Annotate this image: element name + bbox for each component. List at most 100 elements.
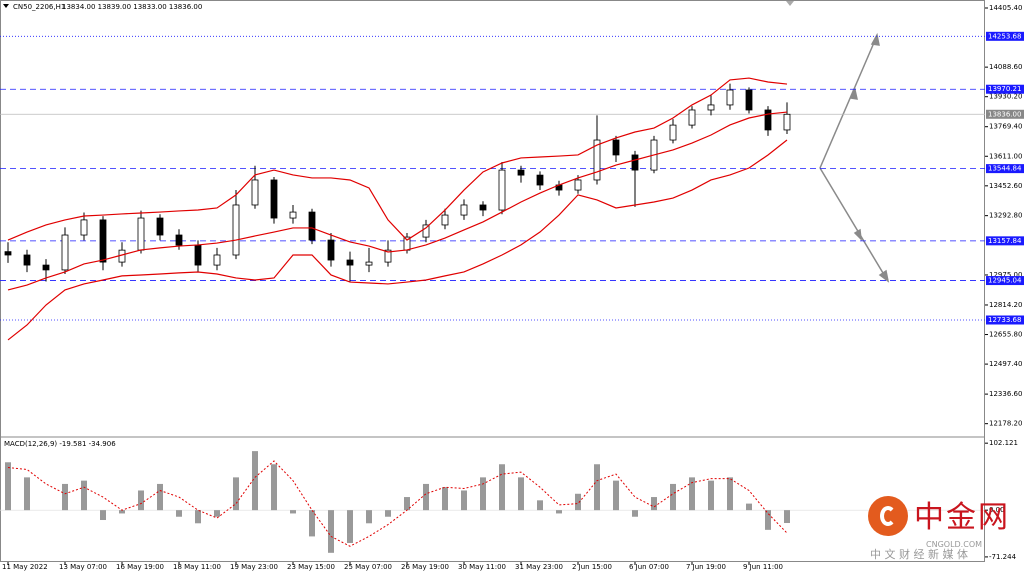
candle-body [479, 204, 487, 211]
macd-signal [7, 460, 788, 547]
macd-bar [176, 510, 182, 517]
y-tick-label: 13292.80 [989, 212, 1022, 220]
macd-bar [404, 497, 410, 511]
macd-tick-label: 0.00 [989, 506, 1005, 514]
macd-bar [689, 477, 695, 511]
bollinger-lower [7, 139, 788, 341]
macd-bar [271, 464, 277, 511]
tagline: 中 文 财 经 新 媒 体 [870, 548, 968, 561]
candle-body [232, 204, 240, 256]
logo-text: 中金网 [914, 500, 1010, 535]
x-tick-label: 23 May 15:00 [287, 563, 335, 571]
macd-bar [518, 477, 524, 511]
candle-body [726, 89, 734, 106]
macd-bar [157, 483, 163, 511]
macd-bar [100, 510, 106, 521]
macd-bar [81, 480, 87, 511]
candle-body [574, 179, 582, 191]
x-tick-label: 30 May 11:00 [458, 563, 506, 571]
projection-arrows [819, 32, 890, 283]
macd-bar [746, 503, 752, 511]
x-tick-label: 6 Jun 07:00 [629, 563, 669, 571]
macd-bar [632, 510, 638, 517]
candle-body [669, 124, 677, 141]
y-tick-label: 12336.60 [989, 390, 1022, 398]
ohlc: 13834.00 13839.00 13833.00 13836.00 [62, 3, 202, 11]
macd-bar [138, 490, 144, 511]
candle-body [346, 259, 354, 266]
macd-bar [366, 510, 372, 524]
macd-bar [594, 464, 600, 511]
candle-body [4, 251, 12, 256]
level-label-box [986, 276, 1024, 286]
y-tick-label: 14088.60 [989, 63, 1022, 71]
macd-bar [461, 490, 467, 511]
candle-body [61, 234, 69, 271]
y-tick-label: 13611.00 [989, 152, 1022, 160]
candle-body [270, 179, 278, 219]
level-label: 12733.68 [988, 316, 1021, 324]
candle-body [631, 154, 639, 171]
candle-body [80, 219, 88, 236]
macd-bar [309, 510, 315, 537]
macd-bar [670, 483, 676, 511]
symbol: CN50_2206,H1 [13, 3, 65, 11]
candle-body [536, 174, 544, 186]
candle-body [422, 224, 430, 238]
x-tick-label: 25 May 07:00 [344, 563, 392, 571]
y-tick-label: 12178.20 [989, 420, 1022, 428]
current-price-label: 13836.00 [988, 110, 1021, 118]
level-label: 13544.84 [988, 165, 1022, 173]
macd-bar [651, 497, 657, 511]
level-label-box [986, 31, 1024, 41]
x-tick-label: 16 May 19:00 [116, 563, 164, 571]
level-label-box [986, 164, 1024, 174]
y-tick-label: 12497.40 [989, 360, 1022, 368]
menu-triangle [3, 4, 9, 8]
frame [0, 0, 985, 562]
y-tick-label: 13769.40 [989, 123, 1022, 131]
candle-body [365, 261, 373, 266]
level-label: 14253.68 [988, 32, 1021, 40]
macd-bar [575, 493, 581, 511]
x-tick-label: 7 Jun 19:00 [686, 563, 726, 571]
candle-body [156, 217, 164, 236]
candle-body [745, 89, 753, 111]
macd-bar [423, 483, 429, 511]
candle-body [498, 169, 506, 211]
macd-bar [442, 487, 448, 511]
bollinger-middle [7, 111, 788, 291]
level-label: 13970.21 [988, 85, 1021, 93]
watermark: 中金网 中 文 财 经 新 媒 体 [862, 492, 1022, 572]
x-tick-label: 9 Jun 11:00 [743, 563, 783, 571]
macd-bar [119, 510, 125, 514]
level-label-box [986, 315, 1024, 325]
bollinger-upper [7, 77, 788, 241]
candle-body [384, 249, 392, 263]
macd-tick-label: 102.121 [989, 439, 1018, 447]
macd-bar [24, 477, 30, 511]
macd-bar [328, 510, 334, 553]
macd-label: MACD(12,26,9) -19.581 -34.906 [4, 440, 116, 448]
candle-body [764, 109, 772, 131]
level-label-box [986, 84, 1024, 94]
candle-body [213, 254, 221, 266]
macd-bar [62, 483, 68, 511]
y-tick-label: 13452.60 [989, 182, 1022, 190]
candle-body [289, 211, 297, 219]
x-tick-label: 19 May 23:00 [230, 563, 278, 571]
x-tick-label: 18 May 11:00 [173, 563, 221, 571]
y-tick-label: 12814.20 [989, 301, 1022, 309]
candle-body [707, 104, 715, 111]
macd-bar [252, 451, 258, 511]
candle-body [251, 179, 259, 206]
macd-bar [708, 480, 714, 511]
candle-body [688, 109, 696, 126]
candle-body [783, 113, 791, 131]
level-label: 12945.04 [988, 277, 1022, 285]
candle-body [137, 217, 145, 251]
candle-body [612, 139, 620, 156]
macd-bar [784, 510, 790, 524]
